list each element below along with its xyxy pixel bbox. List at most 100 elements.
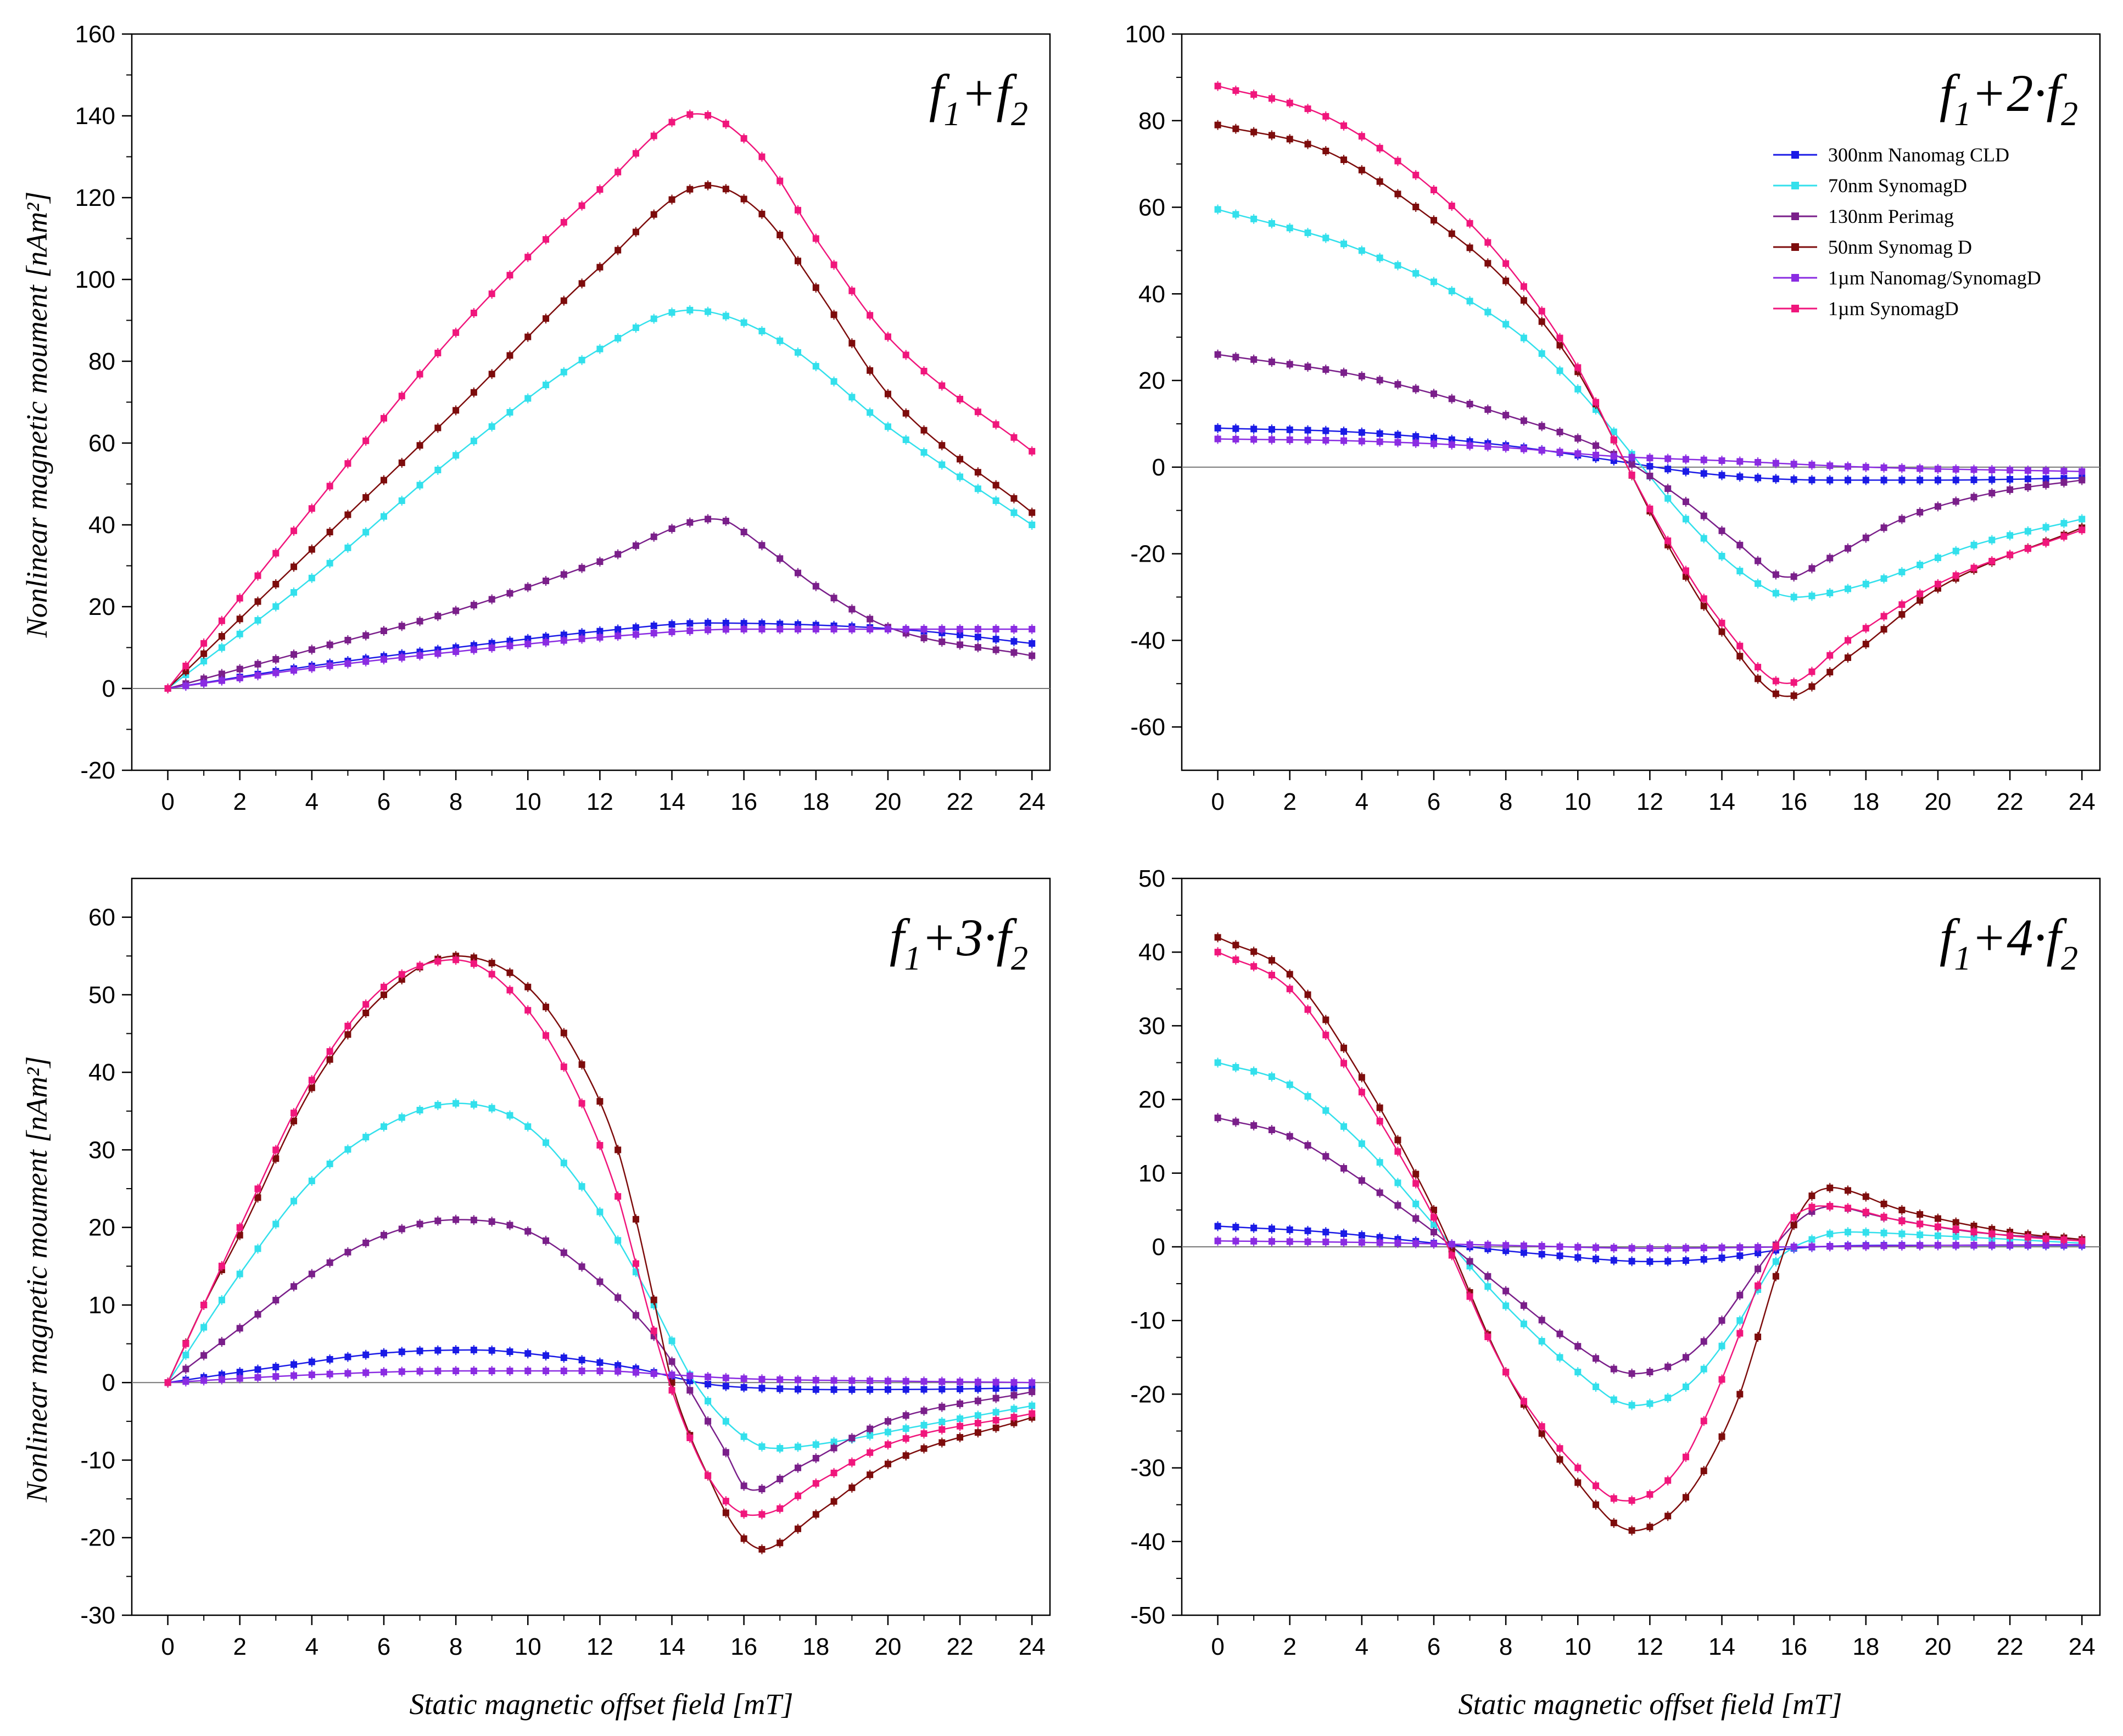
panel-title-title-rest: +3·f <box>921 908 1018 967</box>
data-point <box>1250 1224 1258 1231</box>
data-point <box>758 1486 766 1493</box>
series-line <box>167 518 1032 690</box>
data-point <box>1826 462 1834 469</box>
data-point <box>164 1379 171 1386</box>
data-point <box>344 460 351 467</box>
panel-title-title-rest: +f <box>961 64 1018 122</box>
data-point <box>1448 288 1455 295</box>
data-point <box>434 613 442 620</box>
data-point <box>344 544 351 551</box>
data-point <box>938 1403 946 1410</box>
data-point <box>938 1386 946 1393</box>
data-point <box>1628 1245 1635 1252</box>
data-point <box>1574 435 1582 442</box>
data-point <box>1010 1414 1018 1421</box>
data-point <box>1358 1140 1365 1147</box>
data-point <box>1664 495 1672 502</box>
x-tick-label: 8 <box>1499 1633 1512 1660</box>
data-point <box>1250 215 1258 222</box>
legend-label: 1µm SynomagD <box>1828 298 1959 320</box>
data-point <box>524 1123 532 1130</box>
data-point <box>362 632 370 639</box>
data-point <box>1286 985 1293 993</box>
y-tick-label: -10 <box>80 1447 115 1474</box>
data-point <box>614 1362 622 1369</box>
x-tick-label: 22 <box>1997 788 2024 815</box>
data-point <box>1574 385 1582 393</box>
data-point <box>992 625 999 632</box>
data-point <box>992 1395 999 1402</box>
data-point <box>1412 1171 1420 1178</box>
data-point <box>452 1216 460 1223</box>
data-point <box>1917 1211 1924 1218</box>
data-point <box>470 389 477 396</box>
x-tick-label: 10 <box>515 1633 541 1660</box>
data-point <box>705 182 712 189</box>
data-point <box>830 1444 837 1452</box>
data-point <box>1412 1180 1420 1187</box>
data-point <box>308 1084 315 1091</box>
data-point <box>1394 158 1401 165</box>
data-point <box>1790 573 1797 580</box>
data-point <box>902 351 909 359</box>
data-point <box>722 186 729 193</box>
data-point <box>795 206 802 214</box>
data-point <box>795 1376 802 1384</box>
data-point <box>1214 1237 1221 1245</box>
data-point <box>1556 1243 1563 1250</box>
data-point <box>1755 1265 1762 1273</box>
data-point <box>254 1185 261 1192</box>
data-point <box>722 1382 729 1390</box>
data-point <box>1682 1383 1689 1390</box>
data-point <box>776 625 784 632</box>
data-point <box>812 1480 819 1487</box>
data-point <box>1755 474 1762 481</box>
data-point <box>1790 679 1797 686</box>
data-point <box>1010 1379 1018 1386</box>
data-point <box>2007 1232 2014 1239</box>
data-point <box>434 349 442 356</box>
data-point <box>1826 1203 1834 1210</box>
series-70nm-synomagd <box>1214 204 2086 602</box>
data-point <box>1898 477 1906 484</box>
data-point <box>992 636 999 643</box>
data-point <box>1664 455 1672 462</box>
data-point <box>236 615 243 623</box>
data-point <box>1682 567 1689 574</box>
data-point <box>434 1368 442 1375</box>
data-point <box>1538 1430 1545 1437</box>
data-point <box>1718 619 1725 626</box>
data-point <box>884 423 891 430</box>
data-point <box>632 542 639 549</box>
data-point <box>1700 1418 1707 1425</box>
data-point <box>560 297 567 304</box>
data-point <box>740 135 747 142</box>
data-point <box>812 1455 819 1462</box>
data-point <box>740 1482 747 1489</box>
y-tick-label: -20 <box>80 757 115 784</box>
data-point <box>362 1010 370 1017</box>
data-point <box>272 669 280 676</box>
data-point <box>1845 545 1852 552</box>
data-point <box>543 1032 550 1039</box>
data-point <box>848 287 856 294</box>
data-point <box>1898 1206 1906 1213</box>
data-point <box>650 1296 657 1303</box>
y-tick-label: 80 <box>88 348 115 375</box>
x-tick-label: 6 <box>377 788 390 815</box>
data-point <box>362 1369 370 1376</box>
x-tick-label: 8 <box>449 1633 462 1660</box>
data-point <box>686 620 694 627</box>
data-point <box>1736 541 1744 548</box>
series-line <box>167 1219 1032 1491</box>
y-tick-label: 20 <box>88 1214 115 1241</box>
data-point <box>902 1386 909 1393</box>
data-point <box>1934 1223 1941 1230</box>
data-point <box>1010 1405 1018 1413</box>
data-point <box>632 1369 639 1376</box>
data-point <box>1970 477 1977 484</box>
data-point <box>1664 1477 1672 1484</box>
data-point <box>1394 1136 1401 1144</box>
data-point <box>218 670 225 677</box>
data-point <box>1232 87 1239 94</box>
